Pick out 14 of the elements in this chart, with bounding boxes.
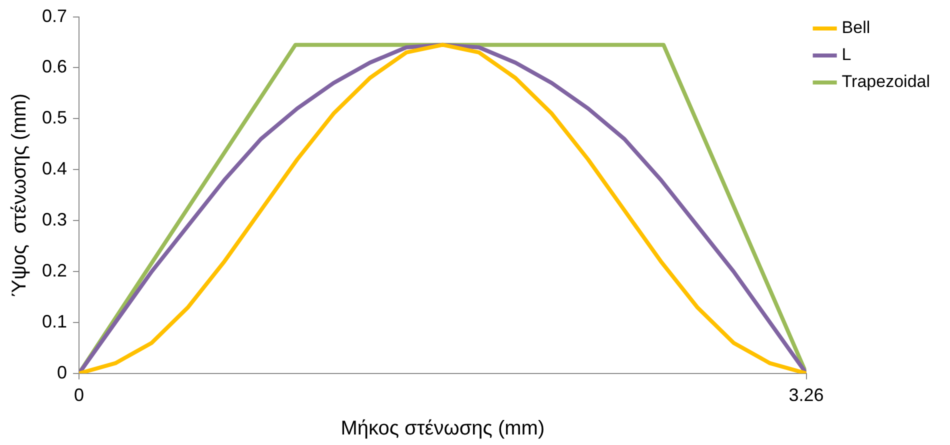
x-axis-title: Μήκος στένωσης (mm) <box>340 418 545 440</box>
y-tick-label: 0.4 <box>42 158 68 179</box>
y-tick-label: 0.1 <box>42 311 68 332</box>
y-tick-label: 0.2 <box>42 260 68 280</box>
y-tick-label: 0.6 <box>42 56 68 77</box>
x-tick-label: 3.26 <box>788 385 824 406</box>
legend-label: Bell <box>842 18 870 38</box>
y-tick-label: 0.5 <box>42 108 68 128</box>
y-tick-label: 0.3 <box>42 210 68 230</box>
y-tick-label: 0.7 <box>42 6 68 26</box>
legend-label: L <box>842 45 852 64</box>
legend-label: Trapezoidal <box>842 72 930 92</box>
y-tick-label: 0 <box>57 362 68 382</box>
y-axis-title: Ύψος στένωσης (mm) <box>8 93 31 297</box>
